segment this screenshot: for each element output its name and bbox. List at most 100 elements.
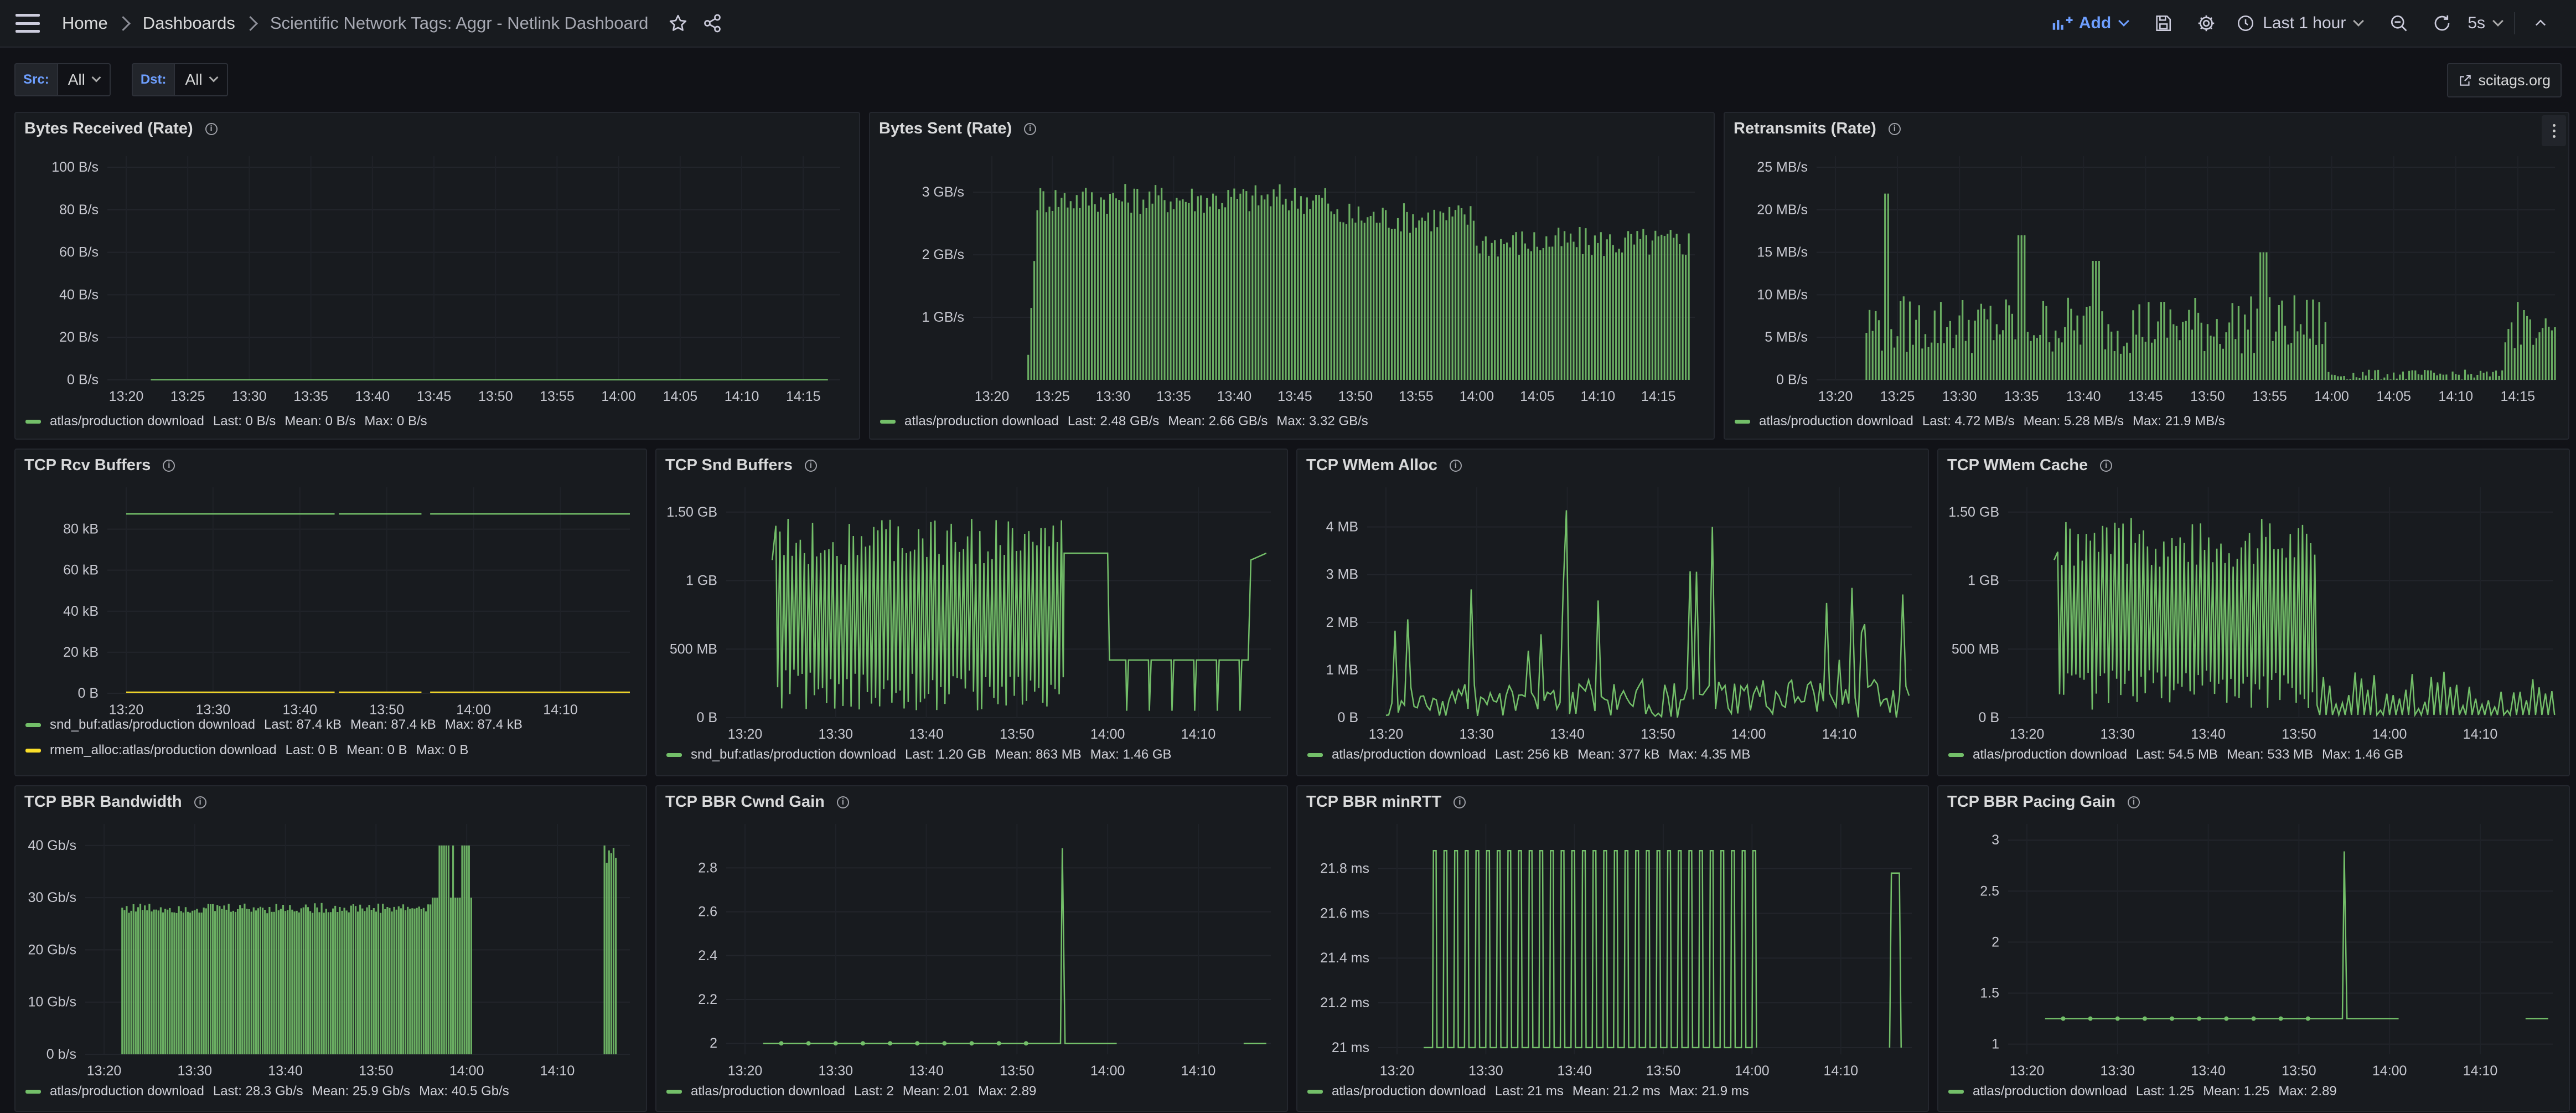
- variable-select-dst[interactable]: All: [175, 63, 228, 96]
- menu-icon[interactable]: [15, 14, 40, 33]
- x-tick-label: 14:00: [449, 1063, 484, 1079]
- refresh-interval-picker[interactable]: 5s: [2468, 14, 2503, 33]
- y-tick-label: 1.5: [1980, 985, 1999, 1001]
- chevron-down-icon: [209, 73, 219, 83]
- panel-title[interactable]: TCP WMem Alloc i: [1306, 456, 1462, 475]
- panel-title[interactable]: TCP WMem Cache i: [1947, 456, 2113, 475]
- panel-title[interactable]: TCP BBR minRTT i: [1306, 793, 1466, 811]
- legend-item[interactable]: atlas/production download Last: 2 Mean: 2.…: [666, 1084, 1036, 1099]
- legend-item[interactable]: atlas/production download Last: 2.48 GB/s…: [880, 414, 1368, 429]
- legend-item[interactable]: atlas/production download Last: 4.72 MB/s…: [1735, 414, 2225, 429]
- info-icon[interactable]: i: [804, 459, 817, 472]
- legend-item[interactable]: snd_buf:atlas/production download Last: 1…: [666, 747, 1172, 762]
- series-bars: [603, 845, 617, 1054]
- legend-mean: Mean: 2.01: [902, 1084, 969, 1099]
- panel-title[interactable]: Bytes Sent (Rate) i: [879, 120, 1037, 138]
- panel-10[interactable]: TCP BBR Pacing Gain i 1 1.5 2 2.5 3 13:20 13:30 1…: [1937, 785, 2570, 1112]
- time-range-label: Last 1 hour: [2263, 14, 2346, 32]
- share-icon[interactable]: [699, 10, 726, 37]
- panel-7[interactable]: TCP BBR Bandwidth i 0 b/s 10 Gb/s 20 Gb/s 30 …: [14, 785, 647, 1112]
- settings-gear-icon[interactable]: [2193, 10, 2220, 37]
- panel-3[interactable]: TCP Rcv Buffers i 0 B 20 kB 40 kB 60 kB 80 kB 1…: [14, 449, 647, 776]
- legend-max: Max: 0 B/s: [364, 414, 427, 429]
- series-point: [860, 1041, 865, 1046]
- legend-item[interactable]: snd_buf:atlas/production download Last: 8…: [25, 717, 523, 733]
- legend-item[interactable]: atlas/production download Last: 0 B/s Mean…: [25, 414, 427, 429]
- chevron-up-icon[interactable]: [2527, 10, 2554, 37]
- info-icon[interactable]: i: [1453, 796, 1466, 808]
- x-tick-label: 13:20: [728, 726, 763, 742]
- time-range-picker[interactable]: Last 1 hour: [2236, 14, 2365, 33]
- x-tick-label: 14:10: [543, 702, 578, 718]
- legend-item[interactable]: rmem_alloc:atlas/production download Last…: [25, 743, 523, 758]
- legend-swatch: [25, 419, 41, 424]
- panel-0[interactable]: Bytes Received (Rate) i 0 B/s 20 B/s 40 B/s 6…: [14, 112, 860, 440]
- refresh-icon[interactable]: [2429, 10, 2455, 37]
- variable-select-src[interactable]: All: [58, 63, 111, 96]
- info-icon[interactable]: i: [836, 796, 849, 808]
- x-tick-label: 13:45: [2128, 389, 2163, 404]
- info-icon[interactable]: i: [2128, 796, 2140, 808]
- series-point: [942, 1041, 947, 1046]
- legend-swatch: [1307, 753, 1323, 757]
- y-tick-label: 1.50 GB: [666, 504, 717, 520]
- legend-last: Last: 256 kB: [1494, 747, 1569, 762]
- x-tick-label: 13:35: [1156, 389, 1191, 404]
- panel-9[interactable]: TCP BBR minRTT i 21 ms 21.2 ms 21.4 ms 21.6 m…: [1296, 785, 1929, 1112]
- panel-title[interactable]: Retransmits (Rate) i: [1734, 120, 1901, 138]
- info-icon[interactable]: i: [1449, 459, 1462, 472]
- y-tick-label: 4 MB: [1326, 519, 1358, 535]
- panel-6[interactable]: TCP WMem Cache i 0 B 500 MB 1 GB 1.50 GB 13:20…: [1937, 449, 2570, 776]
- toolbar-divider: [2514, 12, 2515, 34]
- y-tick-label: 1 GB: [686, 573, 717, 589]
- y-tick-label: 0 B: [1978, 710, 1999, 725]
- scitags-link-button[interactable]: scitags.org: [2447, 63, 2562, 97]
- add-button[interactable]: Add: [2052, 14, 2130, 33]
- y-tick-label: 60 kB: [63, 563, 99, 578]
- info-icon[interactable]: i: [2100, 459, 2113, 472]
- panel-1[interactable]: Bytes Sent (Rate) i 1 GB/s 2 GB/s 3 GB/s 13:2…: [869, 112, 1715, 440]
- info-icon[interactable]: i: [194, 796, 206, 808]
- legend-swatch: [1948, 1089, 1964, 1094]
- legend-item[interactable]: atlas/production download Last: 21 ms Mean…: [1307, 1084, 1749, 1099]
- info-icon[interactable]: i: [1888, 122, 1901, 135]
- legend-item[interactable]: atlas/production download Last: 1.25 Mean:…: [1948, 1084, 2337, 1099]
- legend-item[interactable]: atlas/production download Last: 256 kB Mea…: [1307, 747, 1750, 762]
- panel-title-text: TCP WMem Cache: [1947, 456, 2088, 474]
- x-tick-label: 14:15: [2500, 389, 2535, 404]
- info-icon[interactable]: i: [205, 122, 218, 135]
- star-icon[interactable]: [665, 10, 691, 37]
- legend-name: atlas/production download: [50, 1084, 204, 1099]
- y-tick-label: 100 B/s: [51, 159, 99, 175]
- legend-max: Max: 21.9 MB/s: [2133, 414, 2225, 429]
- breadcrumb-dashboards[interactable]: Dashboards: [142, 13, 235, 33]
- panel-4[interactable]: TCP Snd Buffers i 0 B 500 MB 1 GB 1.50 GB 13:2…: [655, 449, 1288, 776]
- zoom-out-icon[interactable]: [2386, 10, 2412, 37]
- panel-title[interactable]: TCP Rcv Buffers i: [24, 456, 175, 475]
- y-tick-label: 0 B/s: [67, 372, 99, 388]
- panel-title[interactable]: TCP BBR Bandwidth i: [24, 793, 206, 811]
- panel-title[interactable]: Bytes Received (Rate) i: [24, 120, 218, 138]
- panel-title[interactable]: TCP BBR Cwnd Gain i: [665, 793, 849, 811]
- legend-item[interactable]: atlas/production download Last: 28.3 Gb/s…: [25, 1084, 509, 1099]
- legend-name: rmem_alloc:atlas/production download: [50, 743, 277, 758]
- x-tick-label: 13:45: [1277, 389, 1312, 404]
- panel-menu-icon[interactable]: [2542, 115, 2566, 146]
- series-point: [2061, 1016, 2066, 1021]
- y-tick-label: 21.8 ms: [1320, 861, 1369, 877]
- panel-5[interactable]: TCP WMem Alloc i 0 B 1 MB 2 MB 3 MB 4 MB 13:20 1…: [1296, 449, 1929, 776]
- save-icon[interactable]: [2150, 10, 2176, 37]
- panel-2[interactable]: Retransmits (Rate) i 0 B/s 5 MB/s 10 MB/s 15 …: [1724, 112, 2569, 440]
- panel-title[interactable]: TCP BBR Pacing Gain i: [1947, 793, 2140, 811]
- top-navbar: Home Dashboards Scientific Network Tags:…: [0, 0, 2576, 48]
- chart-area: 0 B/s 5 MB/s 10 MB/s 15 MB/s 20 MB/s 25 MB/s 1…: [1757, 156, 2556, 404]
- panel-title[interactable]: TCP Snd Buffers i: [665, 456, 817, 475]
- legend-mean: Mean: 21.2 ms: [1572, 1084, 1661, 1099]
- panel-8[interactable]: TCP BBR Cwnd Gain i 2 2.2 2.4 2.6 2.8 13:20 13:3…: [655, 785, 1288, 1112]
- info-icon[interactable]: i: [1024, 122, 1037, 135]
- legend-item[interactable]: atlas/production download Last: 54.5 MB Me…: [1948, 747, 2403, 762]
- x-tick-label: 13:30: [196, 702, 231, 718]
- breadcrumb-home[interactable]: Home: [62, 13, 108, 33]
- info-icon[interactable]: i: [163, 459, 175, 472]
- x-tick-label: 13:30: [1460, 726, 1494, 742]
